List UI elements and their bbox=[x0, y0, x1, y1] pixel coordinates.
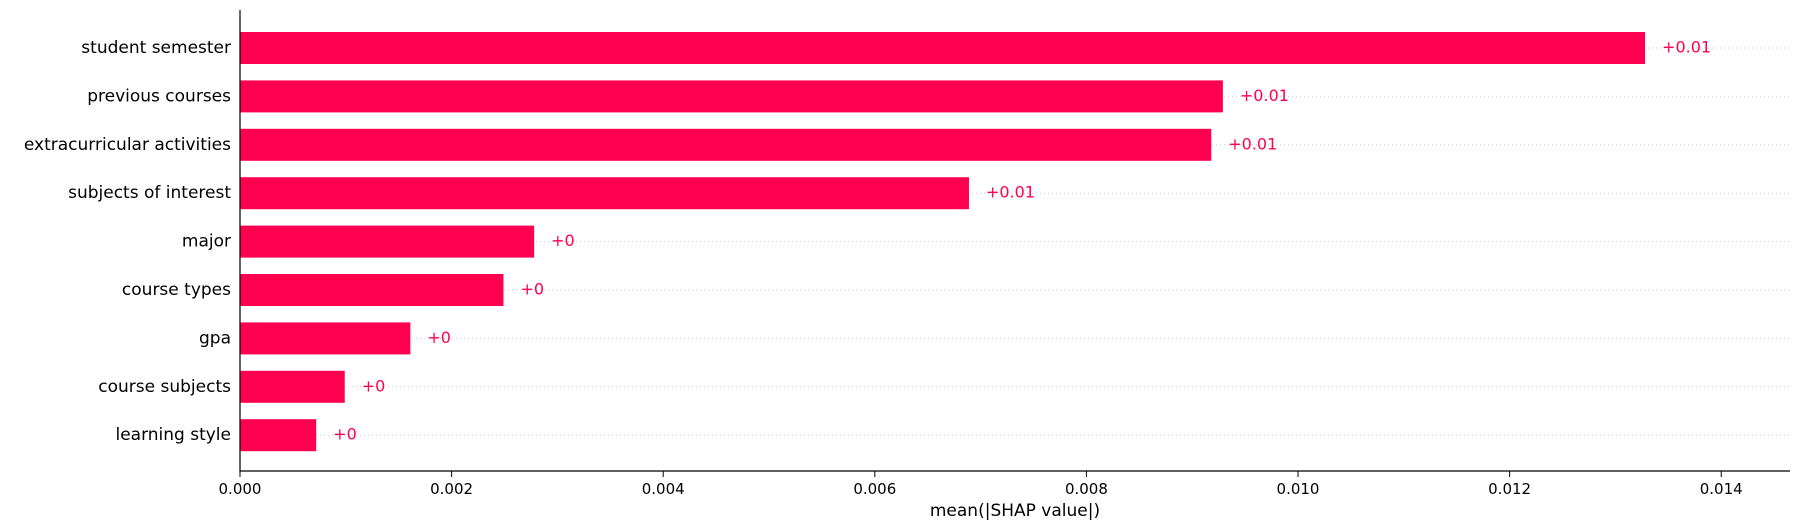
data-label: +0 bbox=[520, 280, 544, 299]
category-label: major bbox=[182, 232, 231, 252]
x-axis-title: mean(|SHAP value|) bbox=[930, 501, 1100, 521]
bar bbox=[240, 322, 411, 355]
x-tick-label: 0.000 bbox=[219, 480, 262, 498]
data-label: +0.01 bbox=[1228, 134, 1277, 153]
bar bbox=[240, 177, 969, 210]
data-label: +0.01 bbox=[1662, 38, 1711, 57]
data-label: +0 bbox=[333, 425, 357, 444]
data-label: +0 bbox=[551, 231, 575, 250]
category-label: subjects of interest bbox=[68, 183, 231, 203]
bars bbox=[240, 32, 1646, 452]
category-label: learning style bbox=[115, 425, 231, 445]
category-label: course types bbox=[122, 280, 231, 300]
bar bbox=[240, 80, 1223, 113]
data-label: +0.01 bbox=[1240, 86, 1289, 105]
data-label: +0.01 bbox=[986, 183, 1035, 202]
bar bbox=[240, 128, 1212, 161]
category-label: course subjects bbox=[98, 377, 231, 397]
bar bbox=[240, 32, 1646, 64]
data-label: +0 bbox=[427, 328, 451, 347]
x-tick-label: 0.008 bbox=[1065, 480, 1108, 498]
category-label: gpa bbox=[199, 328, 231, 348]
axes bbox=[239, 10, 1790, 472]
data-labels: +0.01 +0.01 +0.01 +0.01 +0 +0 +0 +0 +0 bbox=[333, 38, 1711, 444]
bar bbox=[240, 370, 345, 403]
x-ticks: 0.000 0.002 0.004 0.006 0.008 0.010 0.012 0.014 bbox=[219, 471, 1743, 498]
x-tick-label: 0.006 bbox=[853, 480, 896, 498]
x-tick-label: 0.014 bbox=[1700, 480, 1743, 498]
category-label: previous courses bbox=[87, 86, 231, 106]
bar bbox=[240, 419, 317, 452]
bar bbox=[240, 225, 535, 258]
x-tick-label: 0.012 bbox=[1488, 480, 1531, 498]
category-label: extracurricular activities bbox=[24, 135, 231, 155]
x-tick-label: 0.004 bbox=[642, 480, 685, 498]
data-label: +0 bbox=[362, 376, 386, 395]
category-labels: student semester previous courses extracur… bbox=[24, 38, 231, 445]
category-label: student semester bbox=[81, 38, 231, 58]
x-tick-label: 0.002 bbox=[430, 480, 473, 498]
x-tick-label: 0.010 bbox=[1277, 480, 1320, 498]
bar bbox=[240, 274, 504, 306]
